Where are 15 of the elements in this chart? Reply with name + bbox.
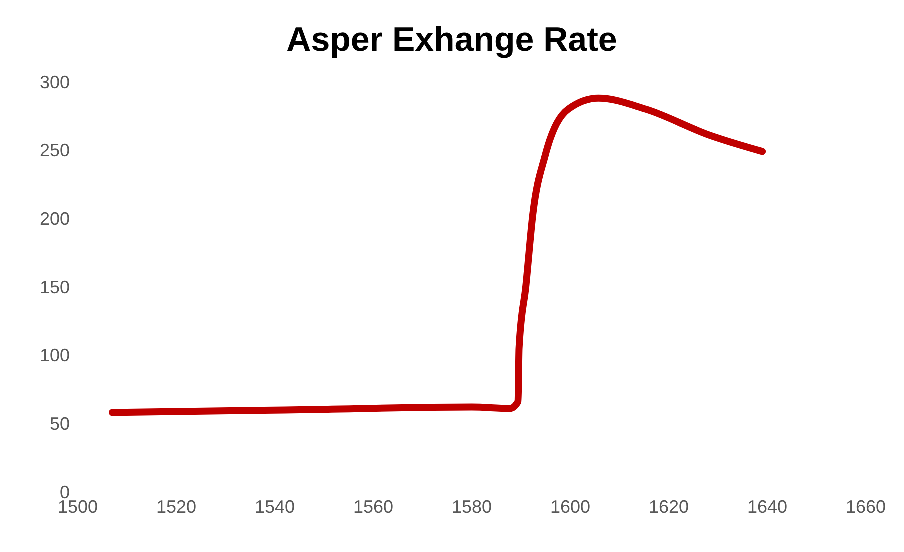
x-tick-label: 1540 (254, 496, 296, 517)
x-tick-label: 1660 (846, 496, 886, 517)
chart-title: Asper Exhange Rate (286, 20, 618, 61)
y-tick-label: 50 (50, 414, 70, 434)
y-tick-label: 200 (40, 209, 70, 230)
y-tick-label: 100 (40, 346, 70, 366)
y-tick-label: 300 (40, 72, 70, 92)
x-tick-label: 1560 (353, 496, 394, 517)
y-tick-label: 250 (40, 140, 70, 161)
x-tick-label: 1520 (156, 496, 197, 517)
y-tick-label: 150 (40, 277, 70, 298)
x-tick-label: 1600 (550, 496, 591, 517)
x-tick-label: 1620 (648, 496, 690, 517)
x-tick-label: 1580 (452, 496, 492, 517)
x-tick-label: 1640 (747, 496, 788, 517)
